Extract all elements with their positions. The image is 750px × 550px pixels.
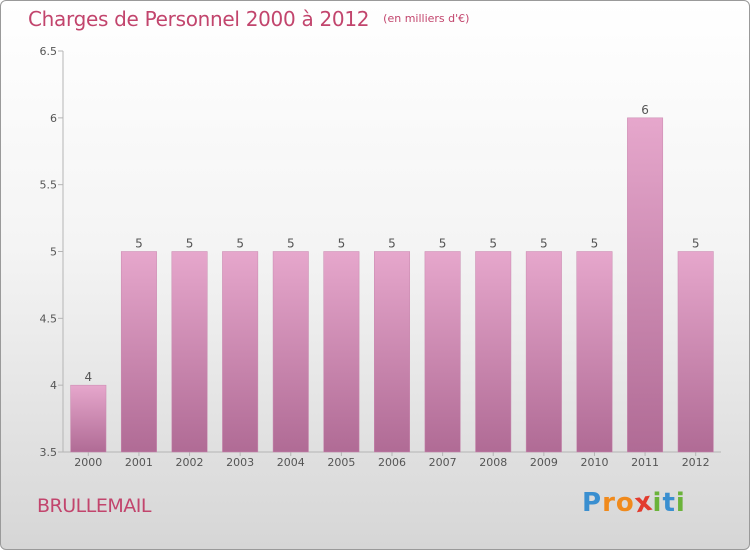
bar <box>576 251 613 453</box>
logo-letter: t <box>662 488 676 518</box>
y-tick-label: 4.5 <box>40 312 58 325</box>
x-tick-label: 2008 <box>479 456 507 469</box>
x-tick-label: 2003 <box>226 456 254 469</box>
bar <box>374 251 410 453</box>
title-row: Charges de Personnel 2000 à 2012 (en mill… <box>28 7 469 31</box>
bar <box>323 251 360 453</box>
bar <box>424 251 461 453</box>
value-label: 5 <box>591 237 599 251</box>
proxiti-logo[interactable]: Proxiti <box>582 487 686 520</box>
x-tick-label: 2006 <box>378 456 406 469</box>
bar <box>627 117 664 453</box>
value-label: 5 <box>287 237 295 251</box>
bars <box>70 117 714 453</box>
x-tick-label: 2004 <box>277 456 305 469</box>
y-tick-label: 4 <box>50 379 57 392</box>
value-label: 6 <box>641 103 649 117</box>
bar <box>70 384 107 453</box>
x-tick-label: 2005 <box>327 456 355 469</box>
value-label: 5 <box>135 237 143 251</box>
y-tick-label: 6 <box>50 112 57 125</box>
y-tick-label: 3.5 <box>40 446 58 459</box>
bar <box>272 251 309 453</box>
bar <box>120 251 157 453</box>
labels: 2000 4 2001 5 2002 5 2003 5 2004 5 2005 5 2006 5 2007 5… <box>74 103 709 469</box>
x-tick-label: 2010 <box>580 456 608 469</box>
x-tick-label: 2002 <box>176 456 204 469</box>
value-label: 5 <box>186 237 194 251</box>
y-tick-label: 5.5 <box>40 179 58 192</box>
value-label: 5 <box>489 237 497 251</box>
logo-letter: i <box>652 488 663 518</box>
x-tick-label: 2007 <box>429 456 457 469</box>
logo-letter: r <box>602 488 616 518</box>
logo-letter: i <box>675 488 686 518</box>
value-label: 4 <box>84 370 92 384</box>
chart-title: Charges de Personnel 2000 à 2012 <box>28 7 370 31</box>
bar <box>475 251 512 453</box>
value-label: 5 <box>338 237 346 251</box>
value-label: 5 <box>439 237 447 251</box>
logo-letter: P <box>582 488 603 518</box>
logo-letter: o <box>615 488 635 518</box>
bar <box>677 251 714 453</box>
x-tick-label: 2011 <box>631 456 659 469</box>
y-tick-label: 5 <box>50 246 57 259</box>
value-label: 5 <box>388 237 396 251</box>
bar <box>222 251 259 453</box>
x-tick-label: 2001 <box>125 456 153 469</box>
bar <box>171 251 208 453</box>
x-tick-label: 2012 <box>682 456 710 469</box>
value-label: 5 <box>540 237 548 251</box>
commune-name: BRULLEMAIL <box>37 495 151 517</box>
value-label: 5 <box>236 237 244 251</box>
bar <box>525 251 562 453</box>
x-tick-label: 2009 <box>530 456 558 469</box>
value-label: 5 <box>692 237 700 251</box>
chart-subtitle: (en milliers d'€) <box>383 12 470 25</box>
x-tick-label: 2000 <box>74 456 102 469</box>
y-tick-label: 6.5 <box>40 45 58 58</box>
